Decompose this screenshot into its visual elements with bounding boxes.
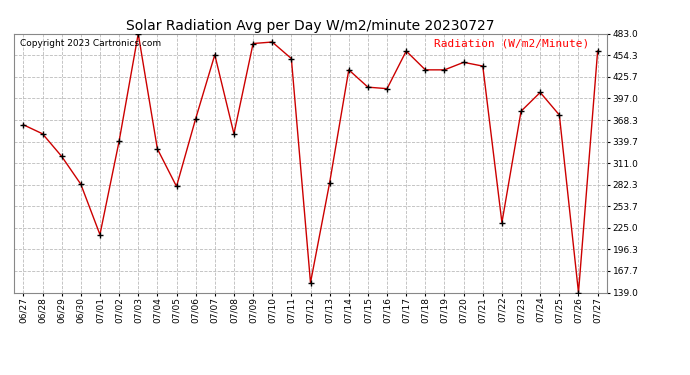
Text: Radiation (W/m2/Minute): Radiation (W/m2/Minute) — [434, 39, 589, 49]
Title: Solar Radiation Avg per Day W/m2/minute 20230727: Solar Radiation Avg per Day W/m2/minute … — [126, 19, 495, 33]
Text: Copyright 2023 Cartronics.com: Copyright 2023 Cartronics.com — [20, 39, 161, 48]
